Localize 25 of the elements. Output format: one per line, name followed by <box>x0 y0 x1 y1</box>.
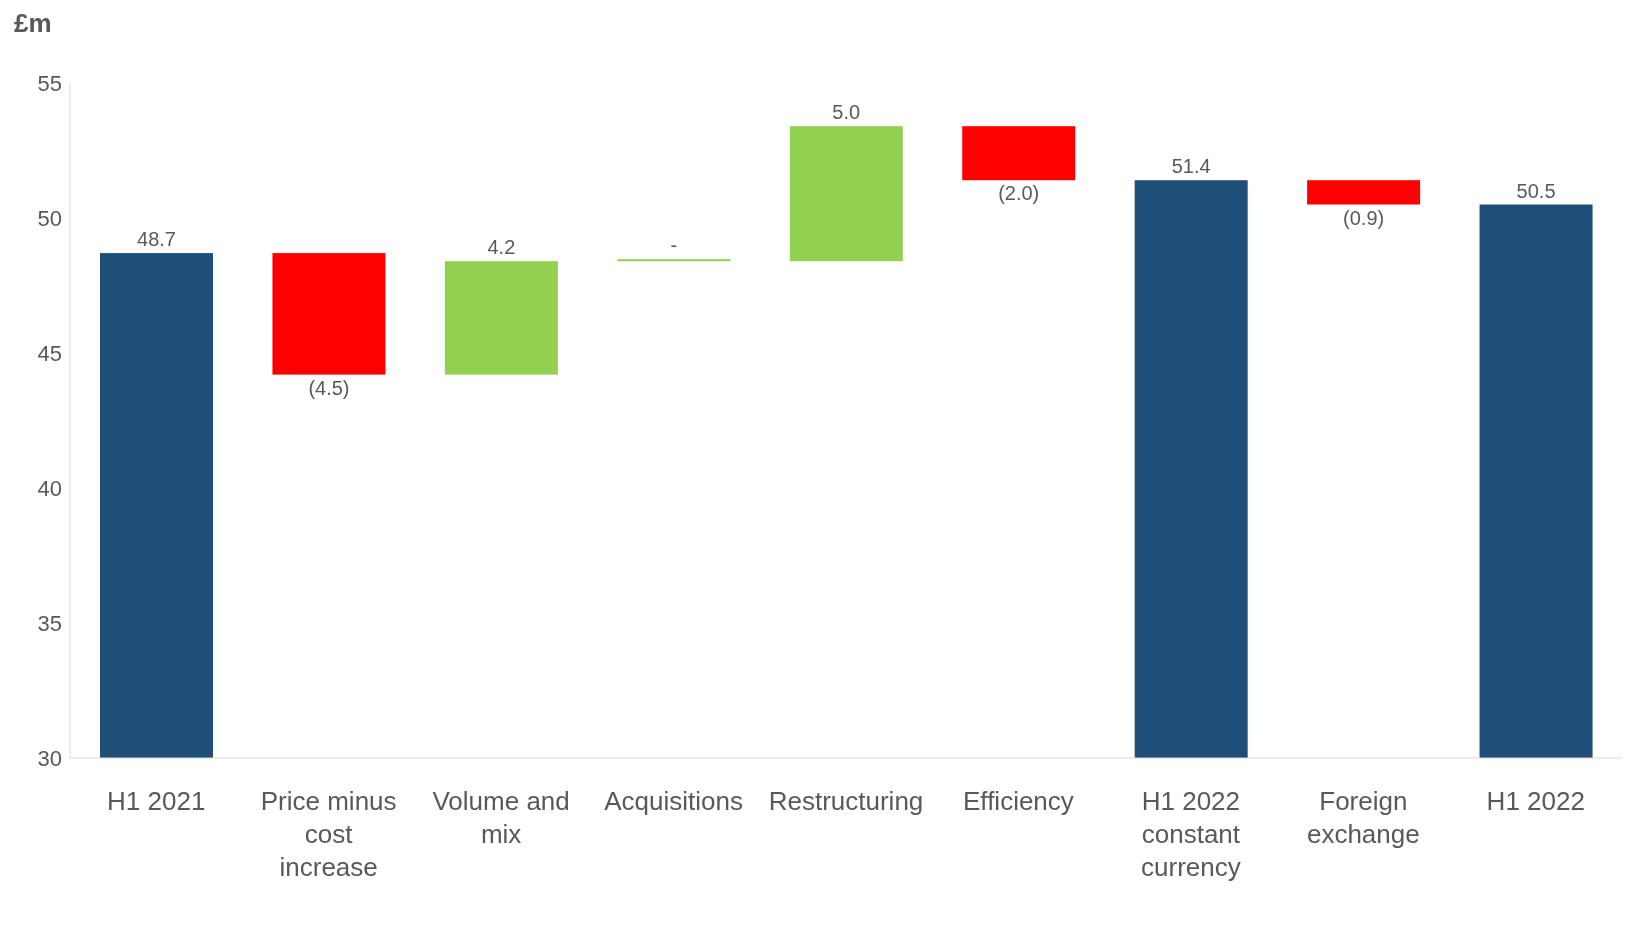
x-tick-label: Acquisitions <box>604 786 743 816</box>
y-tick-label: 30 <box>37 745 62 771</box>
x-tick-label: H1 2022 <box>1486 786 1585 816</box>
data-label: 50.5 <box>1516 179 1556 202</box>
y-tick-label: 35 <box>37 610 62 636</box>
data-label: (2.0) <box>998 182 1040 205</box>
data-label: (0.9) <box>1343 206 1385 229</box>
x-tick-label: Efficiency <box>963 786 1074 816</box>
x-tick-label: Volume and mix <box>432 786 570 849</box>
x-tick-label: Foreign exchange <box>1306 786 1420 849</box>
y-tick-label: 50 <box>37 205 62 231</box>
x-tick-label: H1 2021 <box>107 786 206 816</box>
y-tick-label: 45 <box>37 340 62 366</box>
data-label: - <box>670 234 678 257</box>
data-label: 51.4 <box>1171 155 1211 178</box>
y-tick-label: 55 <box>37 70 62 96</box>
y-tick-label: 40 <box>37 475 62 501</box>
data-label: (4.5) <box>308 376 350 399</box>
data-label: 4.2 <box>487 236 516 259</box>
y-axis-title: £m <box>14 8 52 39</box>
x-tick-label: Price minus cost increase <box>260 786 397 882</box>
data-label: 48.7 <box>137 228 176 251</box>
x-tick-label: H1 2022 constant currency <box>1141 786 1241 882</box>
x-tick-label: Restructuring <box>768 786 924 816</box>
data-label: 5.0 <box>832 101 861 124</box>
